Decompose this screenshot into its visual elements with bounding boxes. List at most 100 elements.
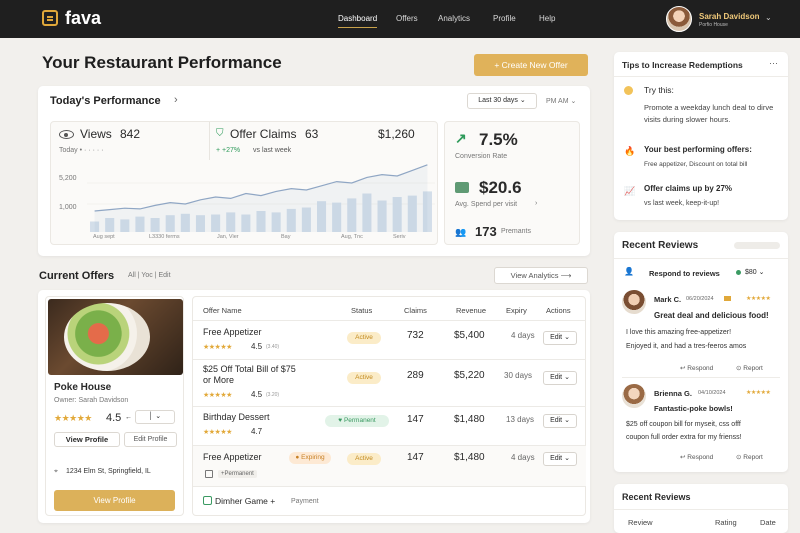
table-row[interactable]: Birthday Dessert ★★★★★ 4.7 ♥ Permanent 1… — [193, 407, 586, 445]
chevron-right-icon[interactable]: › — [174, 94, 178, 106]
edit-label: Edit — [550, 455, 563, 462]
chart-bar — [195, 215, 206, 232]
nav-profile[interactable]: Profile — [493, 14, 516, 23]
nav-dashboard[interactable]: Dashboard — [338, 14, 378, 28]
offer-revenue: $5,220 — [454, 370, 485, 381]
rating-select[interactable]: │ ⌄ — [135, 410, 175, 424]
nav-analytics[interactable]: Analytics — [438, 14, 471, 23]
table-row[interactable]: $25 Off Total Bill of $75 or More ★★★★★ … — [193, 360, 586, 406]
offer-claims: 147 — [407, 452, 424, 463]
reviewer-name: Mark C. — [654, 295, 682, 304]
divider — [209, 122, 210, 160]
offer-expiry: 4 days — [511, 453, 535, 462]
x-tick-5: Seriv — [393, 234, 406, 240]
tip-3-title: Offer claims up by 27% — [644, 184, 733, 193]
divider — [614, 76, 788, 77]
edit-button[interactable]: Edit ⌄ — [543, 371, 577, 385]
edit-label: Edit — [550, 374, 563, 381]
back-arrow-icon[interactable]: ← — [125, 414, 132, 421]
tips-card: Tips to Increase Redemptions ··· Try thi… — [614, 52, 788, 220]
divider — [193, 359, 586, 360]
chart-bar — [271, 212, 281, 232]
reviews-title: Recent Reviews — [622, 240, 699, 251]
view-analytics-button[interactable]: View Analytics ⟶ — [494, 267, 588, 284]
report-button[interactable]: ⊙ Report — [736, 365, 763, 372]
y-tick-0: 5,200 — [59, 175, 77, 182]
respond-button[interactable]: ↩ Respond — [680, 365, 714, 372]
logo-icon[interactable] — [42, 10, 58, 26]
review-item: Mark C. 06/20/2024 ★★★★★ Great deal and … — [618, 286, 784, 376]
avatar — [622, 384, 646, 408]
reviews-table-card: Recent Reviews Review Rating Date — [614, 484, 788, 533]
review-body-2: Enjoyed it, and had a tres-feeros amos — [626, 343, 747, 350]
x-tick-2: Jan, Vier — [217, 234, 239, 240]
nav-help[interactable]: Help — [539, 14, 556, 23]
offer-name-line2: or More — [203, 375, 235, 385]
respond-label[interactable]: Respond to reviews — [649, 269, 720, 278]
edit-button[interactable]: Edit ⌄ — [543, 452, 577, 466]
chart-bar — [392, 197, 402, 232]
review-headline: Fantastic-poke bowls! — [654, 404, 733, 413]
logo-text[interactable]: fava — [65, 8, 102, 28]
offer-name: Birthday Dessert — [203, 412, 270, 422]
footer-game[interactable]: Dimher Game + — [215, 496, 276, 506]
user-subtitle: Porfio House — [699, 22, 728, 28]
chart-line — [94, 164, 428, 212]
chart-bar — [135, 216, 145, 232]
chart-bar — [150, 218, 160, 232]
report-button-label: Report — [743, 365, 763, 372]
chart-bar — [105, 218, 115, 232]
restaurant-address: 1234 Elm St, Springfield, IL — [66, 468, 151, 475]
col-expiry: Expiry — [506, 306, 527, 315]
more-options-icon[interactable]: ··· — [769, 58, 778, 68]
claims-delta: + +27% — [216, 147, 241, 154]
claims-label: Offer Claims — [230, 127, 297, 141]
respond-amount[interactable]: $80 ⌄ — [745, 269, 765, 276]
divider — [193, 445, 586, 446]
edit-button[interactable]: Edit ⌄ — [543, 331, 577, 345]
view-analytics-label: View Analytics — [510, 271, 559, 280]
expiring-badge: ● Expiring — [289, 452, 331, 464]
location-pin-icon: ⌖ — [54, 468, 58, 475]
restaurant-rating: 4.5 — [106, 412, 122, 424]
offer-claims: 289 — [407, 370, 424, 381]
offer-name: $25 Off Total Bill of $75 — [203, 364, 296, 374]
reviews-card: Recent Reviews 👤 Respond to reviews $80 … — [614, 232, 788, 472]
view-profile-small-button[interactable]: View Profile — [54, 432, 120, 447]
status-badge: Active — [347, 372, 381, 384]
nav-offers[interactable]: Offers — [396, 14, 418, 23]
tip-3-body: vs last week, keep-it-up! — [644, 200, 720, 207]
expiring-label: Expiring — [301, 454, 325, 461]
chevron-down-icon[interactable]: ⌄ — [765, 13, 772, 22]
edit-profile-button[interactable]: Edit Profile — [124, 432, 177, 447]
avatar[interactable] — [666, 6, 692, 32]
offer-expiry: 13 days — [506, 415, 535, 424]
offers-filters[interactable]: All | Yoc | Edit — [128, 272, 171, 279]
edit-button[interactable]: Edit ⌄ — [543, 414, 577, 428]
col-revenue: Revenue — [456, 306, 487, 315]
review-item: Brienna G. 04/10/2024 ★★★★★ Fantastic-po… — [618, 380, 784, 468]
table-row[interactable]: Free Appetizer ★★★★★ 4.5 (3.40) Active 7… — [193, 321, 586, 359]
today-title: Today's Performance — [50, 95, 161, 107]
view-profile-button[interactable]: View Profile — [54, 490, 175, 511]
offers-title: Current Offers — [39, 270, 115, 282]
star-rating-icon: ★★★★★ — [746, 390, 771, 396]
divider — [193, 486, 586, 487]
receipt-icon — [205, 470, 213, 478]
time-toggle[interactable]: PM AM ⌄ — [546, 98, 577, 105]
table-row[interactable]: Free Appetizer ● Expiring +Permanent Act… — [193, 446, 586, 486]
report-button[interactable]: ⊙ Report — [736, 454, 763, 461]
offer-revenue: $5,400 — [454, 330, 485, 341]
user-name[interactable]: Sarah Davidson — [699, 12, 760, 21]
revenue-value: $1,260 — [378, 127, 415, 141]
create-offer-button[interactable]: + Create New Offer — [474, 54, 588, 76]
offer-revenue: $1,480 — [454, 414, 485, 425]
tip-2-title: Your best performing offers: — [644, 145, 752, 154]
respond-button[interactable]: ↩ Respond — [680, 454, 714, 461]
date-range-select[interactable]: Last 30 days ⌄ — [467, 93, 537, 109]
offer-claims: 147 — [407, 414, 424, 425]
reviews-toggle[interactable] — [734, 242, 780, 249]
footer-payment[interactable]: Payment — [291, 498, 319, 505]
chevron-right-icon[interactable]: › — [535, 200, 538, 207]
restaurant-photo — [48, 299, 183, 375]
